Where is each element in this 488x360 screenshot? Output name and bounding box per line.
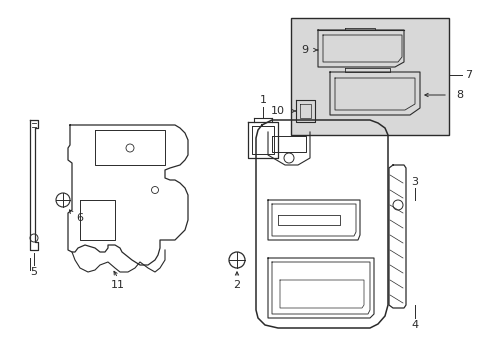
Text: 8: 8 <box>455 90 463 100</box>
Text: 1: 1 <box>259 95 266 105</box>
Text: 6: 6 <box>76 213 83 223</box>
Text: 2: 2 <box>233 280 240 290</box>
Text: 5: 5 <box>30 267 38 277</box>
Text: 3: 3 <box>411 177 418 187</box>
Text: 11: 11 <box>111 280 125 290</box>
Text: 9: 9 <box>301 45 308 55</box>
Text: 10: 10 <box>270 106 285 116</box>
Text: 4: 4 <box>410 320 418 330</box>
Text: 7: 7 <box>465 70 471 80</box>
FancyBboxPatch shape <box>290 18 448 135</box>
